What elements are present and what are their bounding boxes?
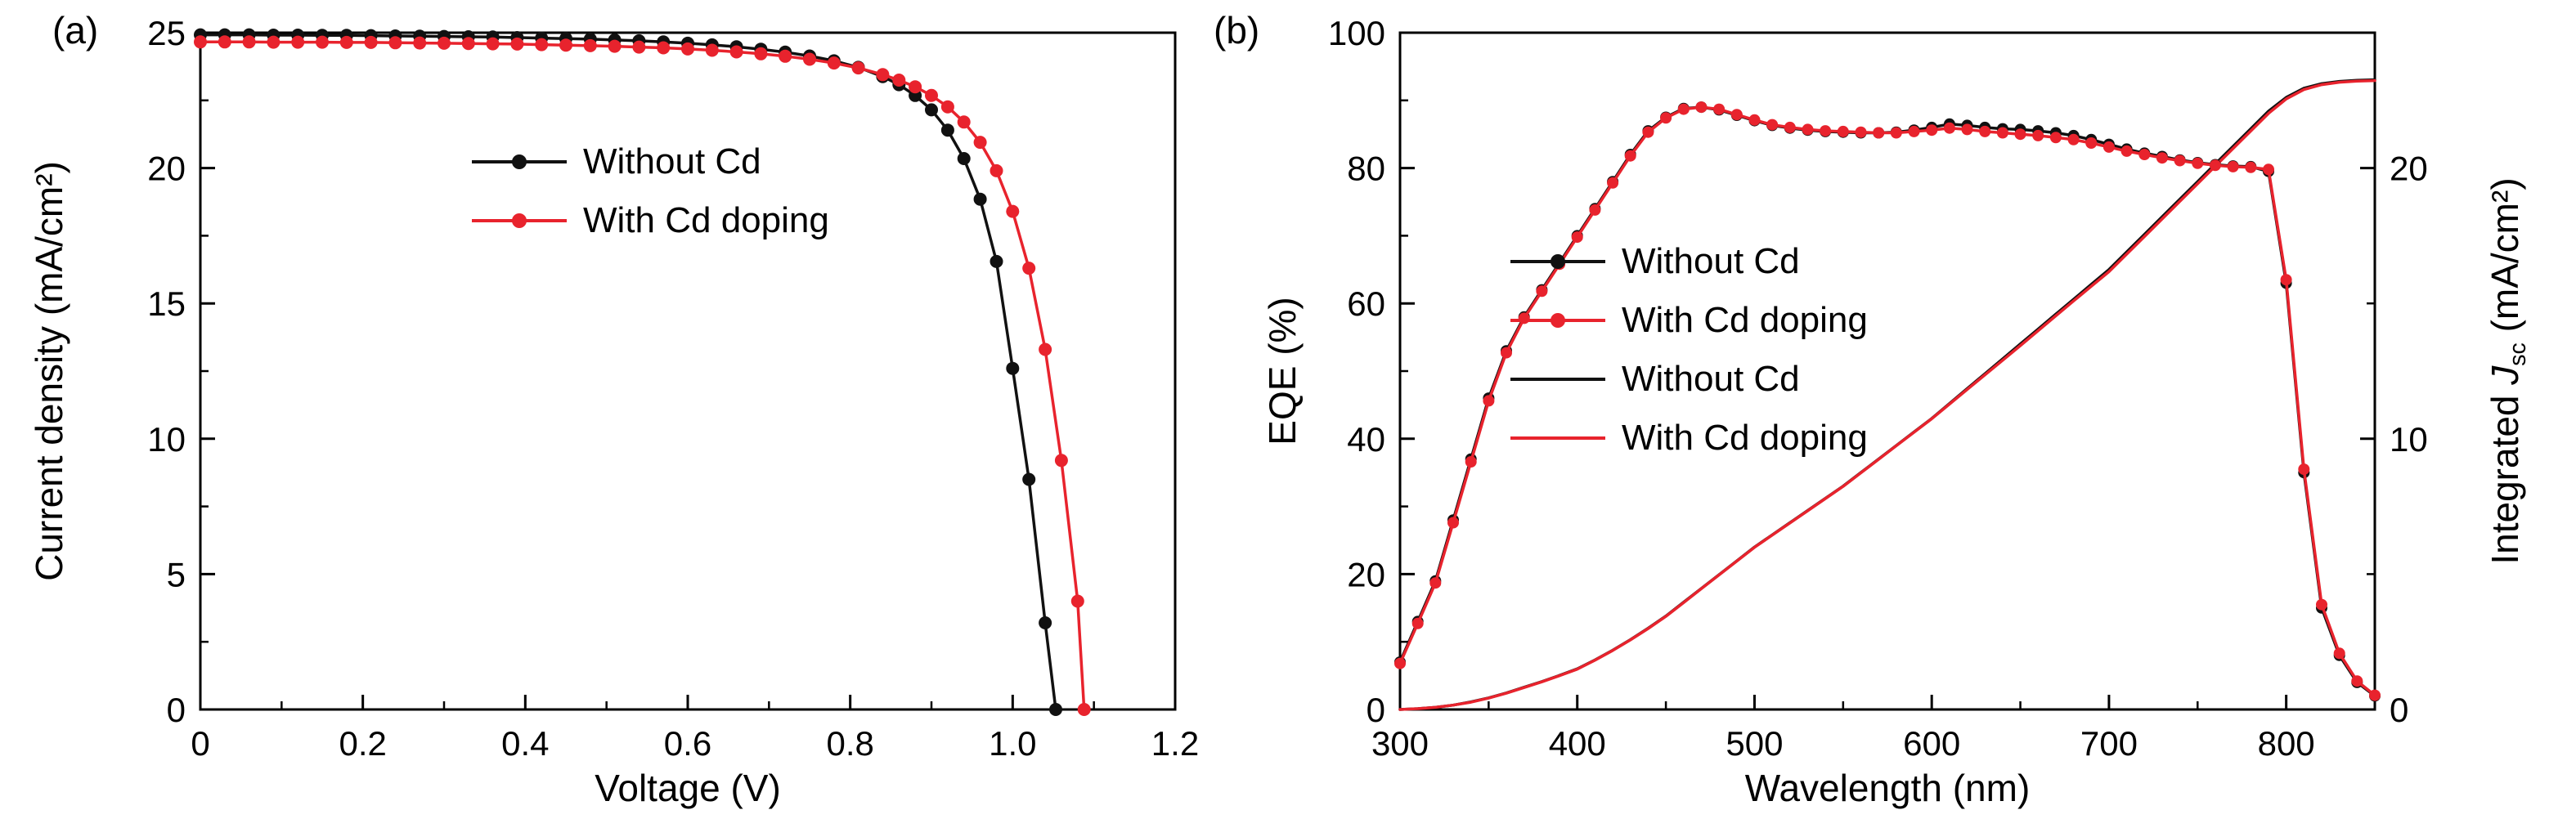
svg-text:0: 0 bbox=[2390, 691, 2408, 729]
svg-text:10: 10 bbox=[147, 420, 186, 459]
panel-b-legend: Without Cd With Cd doping Without Cd Wit… bbox=[1509, 232, 1868, 468]
svg-text:10: 10 bbox=[2390, 420, 2428, 459]
legend-item: Without Cd bbox=[1509, 232, 1868, 291]
panel-a-plot: 0 0.2 0.4 0.6 0.8 1.0 1.2 0 5 10 15 20 25 bbox=[147, 14, 1199, 763]
legend-label: Without Cd bbox=[1622, 241, 1800, 281]
svg-text:300: 300 bbox=[1371, 724, 1429, 763]
legend-item: Without Cd bbox=[470, 132, 829, 191]
legend-label: Without Cd bbox=[583, 141, 761, 181]
svg-text:1.0: 1.0 bbox=[989, 724, 1036, 763]
svg-text:20: 20 bbox=[2390, 150, 2428, 188]
svg-text:20: 20 bbox=[147, 150, 186, 188]
legend-item: With Cd doping bbox=[470, 191, 829, 250]
series-line bbox=[199, 33, 1057, 711]
series-markers bbox=[194, 28, 1062, 716]
ylabel-right-subscript: sc bbox=[2504, 342, 2531, 366]
svg-text:0.4: 0.4 bbox=[501, 724, 549, 763]
svg-text:0: 0 bbox=[191, 724, 209, 763]
ylabel-right-post: (mA/cm²) bbox=[2484, 177, 2527, 343]
panel-a-legend: Without Cd With Cd doping bbox=[470, 132, 829, 250]
svg-text:600: 600 bbox=[1903, 724, 1960, 763]
legend-marker bbox=[512, 154, 527, 169]
svg-text:700: 700 bbox=[2080, 724, 2138, 763]
legend-swatch bbox=[472, 154, 567, 169]
panel-b-plot: 300 400 500 600 700 800 0 20 40 60 80 100 0 10 20 bbox=[1328, 14, 2428, 763]
legend-label: Without Cd bbox=[1622, 359, 1800, 399]
panel-a-xlabel: Voltage (V) bbox=[595, 767, 781, 809]
series-markers bbox=[194, 35, 1091, 716]
legend-label: With Cd doping bbox=[1622, 300, 1868, 340]
legend-label: With Cd doping bbox=[583, 200, 829, 240]
svg-text:0.8: 0.8 bbox=[826, 724, 873, 763]
series-markers bbox=[1394, 101, 2381, 701]
legend-swatch bbox=[1510, 313, 1605, 328]
ylabel-right-pre: Integrated bbox=[2484, 384, 2527, 565]
svg-text:25: 25 bbox=[147, 14, 186, 52]
plot-frame bbox=[1398, 31, 2376, 711]
legend-marker bbox=[1551, 313, 1565, 328]
svg-text:60: 60 bbox=[1347, 284, 1385, 323]
panel-b-tag: (b) bbox=[1214, 9, 1260, 51]
svg-text:0.2: 0.2 bbox=[339, 724, 386, 763]
svg-text:5: 5 bbox=[167, 555, 186, 593]
panel-b-ylabel-left: EQE (%) bbox=[1261, 297, 1304, 445]
legend-swatch bbox=[1510, 378, 1605, 381]
svg-text:800: 800 bbox=[2258, 724, 2315, 763]
panel-b-xlabel: Wavelength (nm) bbox=[1744, 767, 2031, 809]
legend-item: Without Cd bbox=[1509, 350, 1868, 409]
legend-swatch bbox=[472, 213, 567, 228]
legend-item: With Cd doping bbox=[1509, 291, 1868, 350]
legend-marker bbox=[512, 213, 527, 228]
svg-text:400: 400 bbox=[1549, 724, 1606, 763]
legend-marker bbox=[1551, 254, 1565, 269]
panel-a-tag: (a) bbox=[52, 9, 99, 51]
ylabel-right-symbol: J bbox=[2484, 365, 2527, 385]
svg-text:1.2: 1.2 bbox=[1151, 724, 1199, 763]
svg-text:40: 40 bbox=[1347, 420, 1385, 459]
svg-text:20: 20 bbox=[1347, 555, 1385, 593]
legend-item: With Cd doping bbox=[1509, 409, 1868, 468]
panel-a-ylabel: Current density (mA/cm²) bbox=[28, 161, 70, 581]
legend-swatch bbox=[1510, 436, 1605, 440]
svg-text:0: 0 bbox=[167, 691, 186, 729]
svg-text:15: 15 bbox=[147, 284, 186, 323]
plot-frame bbox=[199, 31, 1177, 711]
legend-label: With Cd doping bbox=[1622, 418, 1868, 458]
legend-swatch bbox=[1510, 254, 1605, 269]
svg-text:0: 0 bbox=[1367, 691, 1385, 729]
svg-text:0.6: 0.6 bbox=[664, 724, 711, 763]
svg-text:100: 100 bbox=[1328, 14, 1385, 52]
svg-text:500: 500 bbox=[1726, 724, 1783, 763]
svg-text:80: 80 bbox=[1347, 150, 1385, 188]
panel-b-ylabel-right: Integrated Jsc (mA/cm²) bbox=[2483, 177, 2532, 564]
